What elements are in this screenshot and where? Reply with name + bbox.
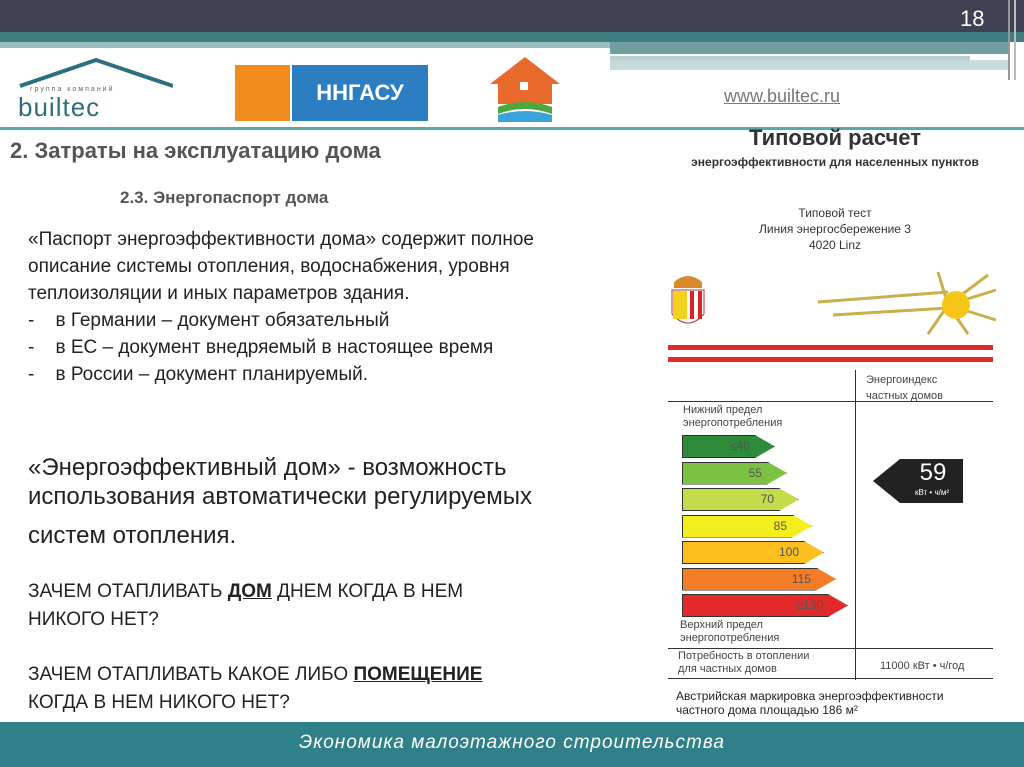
footer: Экономика малоэтажного строительства: [0, 722, 1024, 767]
slide-subtitle: 2.3. Энергопаспорт дома: [120, 188, 329, 207]
page-number: 18: [960, 6, 985, 31]
lower-limit-label: Нижний предел энергопотребления: [683, 404, 783, 429]
ngasu-logo: ННГАСУ: [292, 65, 428, 121]
red-stripe: [668, 345, 993, 350]
energy-class-bar: ≤40: [682, 435, 775, 458]
house-logo: [488, 52, 563, 122]
ngasu-logo-icon: [235, 65, 290, 121]
decor-band: [610, 56, 970, 60]
big-statement: «Энергоэффективный дом» - возможность исп…: [28, 454, 532, 549]
energy-class-bar: 100: [682, 541, 824, 564]
top-bar: [0, 0, 1024, 32]
red-stripe: [668, 357, 993, 362]
table-divider: [855, 370, 856, 680]
table-line: [668, 648, 993, 649]
decor-band: [0, 42, 610, 48]
energy-class-bar: 55: [682, 462, 787, 485]
demand-value: 11000 кВт • ч/год: [880, 660, 965, 672]
sun-logo-icon: [817, 270, 998, 335]
panel-title: Типовой расчет: [749, 125, 921, 150]
coat-of-arms-icon: [668, 272, 708, 332]
upper-limit-label: Верхний предел энергопотребления: [680, 619, 780, 644]
builtec-logo: группа компаний builtec: [18, 58, 173, 122]
energy-class-bar: 85: [682, 515, 812, 538]
panel-subtitle: энергоэффективности для населенных пункт…: [691, 155, 979, 169]
decor-band: [610, 42, 1010, 54]
decor-rule: [1008, 0, 1016, 80]
demand-label: Потребность в отоплении для частных домов: [678, 650, 810, 675]
test-info: Типовой тест Линия энергосбережение 3 4020…: [759, 206, 911, 252]
question-2: ЗАЧЕМ ОТАПЛИВАТЬ КАКОЕ ЛИБО ПОМЕЩЕНИЕ КО…: [28, 664, 483, 713]
index-header: Энергоиндекс частных домов: [866, 374, 943, 402]
website-link[interactable]: www.builtec.ru: [724, 86, 841, 106]
index-pointer: 59 кВт • ч/м²: [873, 459, 963, 503]
divider: [0, 127, 1024, 130]
body-text: «Паспорт энергоэффективности дома» содер…: [28, 229, 534, 385]
energy-class-bar: 115: [682, 568, 836, 591]
decor-band: [0, 32, 1024, 42]
question-1: ЗАЧЕМ ОТАПЛИВАТЬ ДОМ ДНЕМ КОГДА В НЕМ НИ…: [28, 581, 464, 630]
table-line: [668, 678, 993, 679]
slide-title: 2. Затраты на эксплуатацию дома: [10, 138, 381, 163]
energy-class-bar: ≥130: [682, 594, 848, 617]
energy-class-bar: 70: [682, 488, 799, 511]
table-line: [668, 401, 993, 402]
decor-band: [610, 60, 1010, 70]
panel-caption: Австрийская маркировка энергоэффективнос…: [676, 689, 944, 717]
